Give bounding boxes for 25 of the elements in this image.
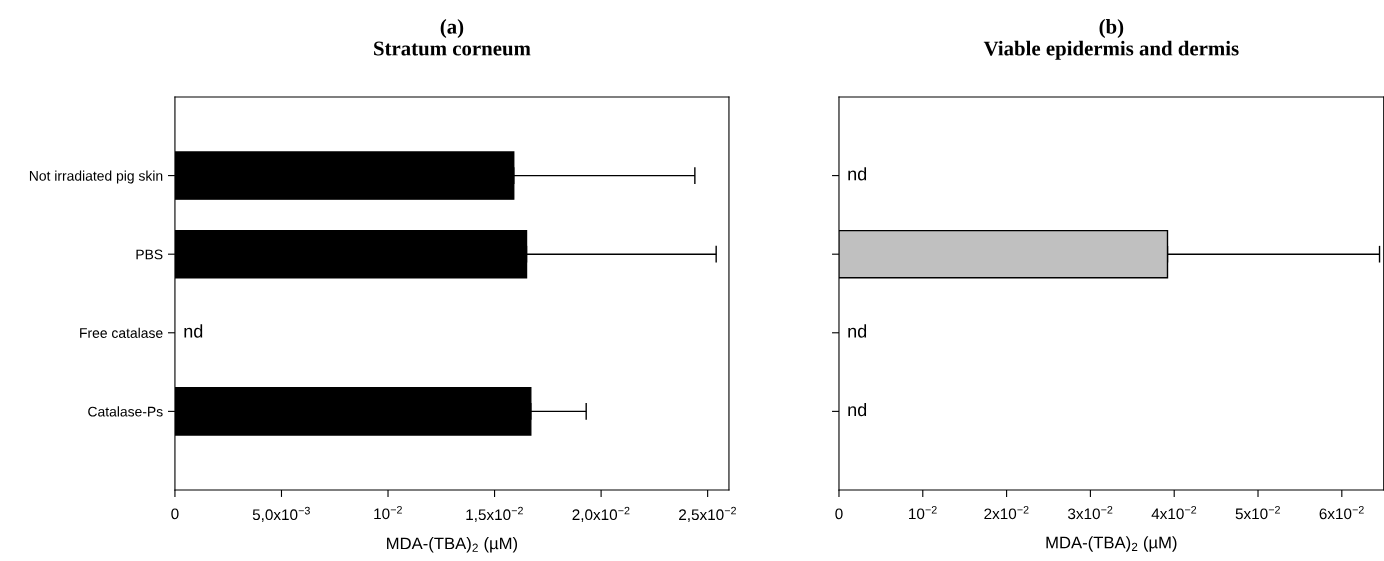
x-tick-label: 2x10$^{−2}$ (984, 505, 1029, 520)
y-tick-label: Not irradiated pig skin (29, 170, 163, 184)
x-axis-title: MDA-(TBA)$_{2}$ (µM) (387, 537, 518, 553)
annotation: nd (848, 324, 867, 338)
annotation: nd (848, 167, 867, 181)
annotation: nd (184, 324, 203, 338)
x-tick-label: 3x10$^{−2}$ (1067, 505, 1113, 520)
x-tick-label: 2,0x10$^{−2}$ (572, 506, 630, 522)
x-axis-title: MDA-(TBA)$_{2}$ (µM) (1046, 536, 1177, 552)
chart-title: (a) Stratum corneum (374, 19, 531, 56)
chart-title: (b) Viable epidermis and dermis (983, 19, 1239, 60)
x-tick-label: 1,5x10$^{−2}$ (466, 506, 523, 522)
x-tick-label: 4x10$^{−2}$ (1151, 505, 1197, 520)
x-tick-label: 5,0x10$^{−3}$ (252, 506, 310, 522)
x-tick-label: 5x10$^{−2}$ (1235, 505, 1280, 520)
x-tick-label: 0 (835, 508, 843, 520)
y-tick-label: PBS (136, 249, 163, 260)
annotation: nd (848, 402, 867, 417)
x-tick-label: 2,5x10$^{−2}$ (679, 506, 736, 522)
x-tick-label: 10$^{−2}$ (374, 505, 402, 520)
x-tick-label: 10$^{−2}$ (909, 505, 937, 520)
x-tick-label: 6x10$^{−2}$ (1319, 505, 1364, 520)
y-tick-label: Free catalase (80, 327, 163, 338)
x-tick-label: 0 (171, 508, 179, 520)
y-tick-label: Catalase-Ps (88, 406, 163, 417)
